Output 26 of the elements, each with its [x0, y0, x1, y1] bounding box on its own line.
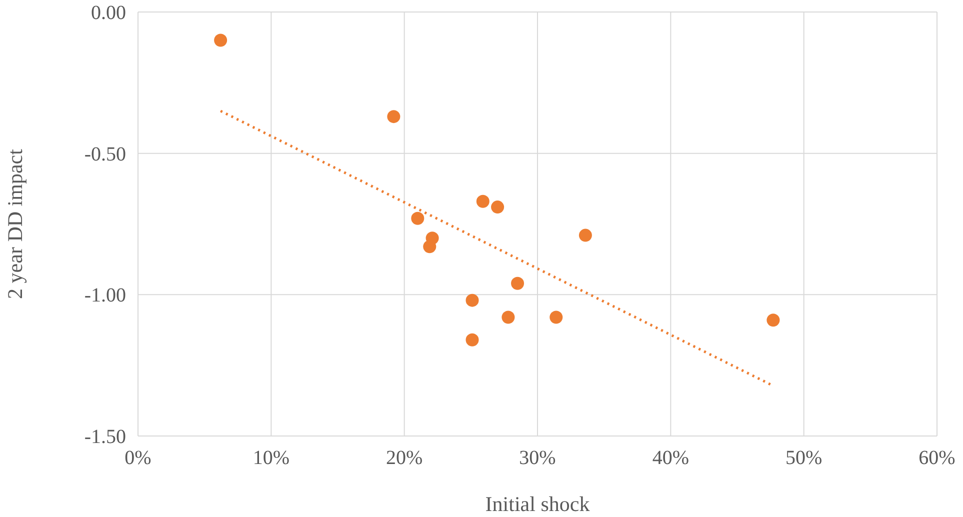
y-tick-label: 0.00 [91, 2, 126, 24]
point [423, 240, 436, 254]
point [502, 310, 515, 324]
x-tick-label: 60% [918, 447, 956, 469]
y-axis-title: 2 year DD impact [3, 148, 27, 299]
x-tick-label: 10% [252, 447, 290, 469]
point [466, 333, 479, 346]
point [491, 200, 504, 214]
point [214, 34, 228, 47]
point [550, 310, 563, 324]
y-tick-label: -1.00 [84, 284, 126, 307]
x-axis-title: Initial shock [485, 492, 590, 516]
y-tick-label: -0.50 [84, 143, 126, 166]
x-tick-label: 0% [124, 447, 152, 469]
point [476, 194, 490, 208]
point [766, 314, 780, 327]
point [466, 294, 479, 307]
point [411, 212, 424, 225]
y-tick-label: -1.50 [84, 426, 126, 448]
x-tick-label: 20% [386, 447, 423, 469]
x-tick-label: 40% [652, 447, 690, 469]
point [511, 276, 524, 290]
x-tick-label: 30% [519, 447, 556, 469]
point [387, 110, 400, 124]
point [578, 228, 592, 242]
x-tick-label: 50% [785, 447, 822, 469]
